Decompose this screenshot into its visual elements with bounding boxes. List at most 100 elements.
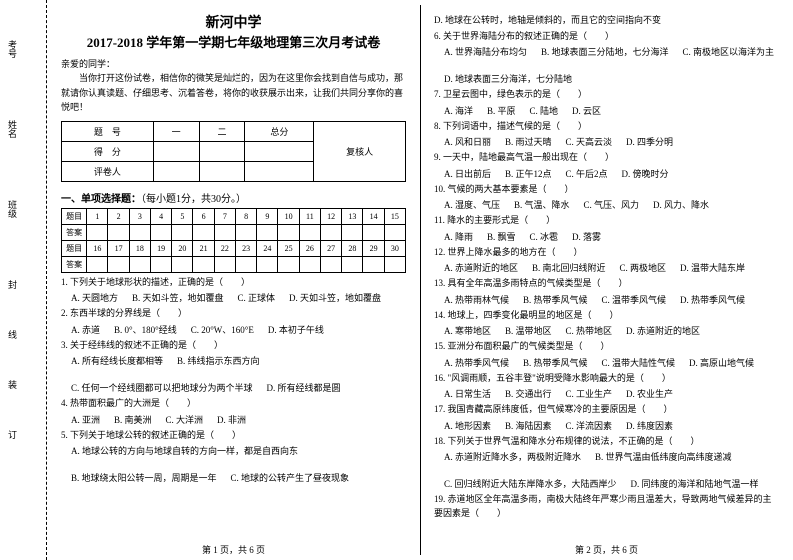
binding-label: 订 [6,430,19,439]
question: 13. 具有全年高温多雨特点的气候类型是（ ） [434,277,779,291]
option: D. 赤道附近的地区 [626,324,700,337]
ans-row: 答案 [62,224,406,240]
option: C. 洋流因素 [566,419,613,432]
intro-text: 亲爱的同学： 当你打开这份试卷，相信你的微笑是灿烂的，因为在这里你会找到自信与成… [61,57,406,115]
option: A. 湿度、气压 [444,198,500,211]
option: D. 农业生产 [626,387,673,400]
option: C. 正球体 [238,291,276,304]
school-name: 新河中学 [61,12,406,32]
question-options: A. 日出前后B. 正午12点C. 午后2点D. 傍晚时分 [444,167,779,180]
page-2: D. 地球在公转时，地轴是倾斜的，而且它的空间指向不变6. 关于世界海陆分布的叙… [420,0,793,560]
option: A. 赤道附近的地区 [444,261,518,274]
option: C. 两极地区 [620,261,667,274]
question: 15. 亚洲分布面积最广的气候类型是（ ） [434,340,779,354]
question: 19. 赤道地区全年高温多雨，南极大陆终年严寒少雨且温差大，导致两地气候差异的主… [434,493,779,520]
question-options: A. 寒带地区B. 温带地区C. 热带地区D. 赤道附近的地区 [444,324,779,337]
question: 4. 热带面积最广的大洲是（ ） [61,397,406,411]
option: B. 飘雪 [487,230,516,243]
row-label: 评卷人 [62,161,154,181]
option: D. 纬度因素 [626,419,673,432]
option: C. 冰雹 [530,230,559,243]
option: A. 热带雨林气候 [444,293,509,306]
option: A. 赤道附近降水多，两极附近降水 [444,450,581,463]
option: C. 任何一个经线圈都可以把地球分为两个半球 [71,381,253,394]
option: A. 世界海陆分布均匀 [444,45,527,58]
option: D. 四季分明 [626,135,673,148]
option: A. 天圆地方 [71,291,118,304]
option: B. 热带季风气候 [523,293,588,306]
option: B. 平原 [487,104,516,117]
binding-label: 班级 [6,200,19,218]
binding-label: 装 [6,380,19,389]
question: 3. 关于经纬线的叙述不正确的是（ ） [61,339,406,353]
col-header: 复核人 [314,121,406,181]
question: 7. 卫星云图中，绿色表示的是（ ） [434,88,779,102]
question: 9. 一天中，陆地最高气温一般出现在（ ） [434,151,779,165]
row-label: 答案 [62,256,87,272]
question: 1. 下列关于地球形状的描述，正确的是（ ） [61,276,406,290]
option: C. 温带季风气候 [602,293,667,306]
row-label: 题目 [62,208,87,224]
option: A. 风和日丽 [444,135,491,148]
question-options: A. 海洋B. 平原C. 陆地D. 云区 [444,104,779,117]
option: C. 气压、风力 [584,198,640,211]
option: C. 大洋洲 [166,413,204,426]
binding-column: 考号 姓名 班级 封 线 装 订 [0,0,47,560]
option: C. 温带大陆性气候 [602,356,676,369]
option: D. 高原山地气候 [689,356,754,369]
option: B. 气温、降水 [514,198,570,211]
option: B. 0°、180°经线 [114,323,177,336]
option: A. 日出前后 [444,167,491,180]
question-options: A. 天圆地方B. 天如斗笠，地如覆盘C. 正球体D. 天如斗笠，地如覆盘 [71,291,406,304]
question: 14. 地球上，四季变化最明显的地区是（ ） [434,309,779,323]
questions-right: D. 地球在公转时，地轴是倾斜的，而且它的空间指向不变6. 关于世界海陆分布的叙… [434,14,779,520]
option: C. 南极地区以海洋为主 [683,45,775,58]
question: 18. 下列关于世界气温和降水分布规律的说法，不正确的是（ ） [434,435,779,449]
option: B. 南美洲 [114,413,152,426]
question: 5. 下列关于地球公转的叙述正确的是（ ） [61,429,406,443]
num-row: 题目 123456789101112131415 [62,208,406,224]
option: D. 所有经线都是圆 [267,381,341,394]
page-1: 新河中学 2017-2018 学年第一学期七年级地理第三次月考试卷 亲爱的同学：… [47,0,420,560]
option: D. 云区 [572,104,601,117]
option: D. 地球表面三分海洋，七分陆地 [444,72,572,85]
questions-left: 1. 下列关于地球形状的描述，正确的是（ ）A. 天圆地方 B. 天如斗笠，地如覆… [61,276,406,485]
footer-right: 第 2 页，共 6 页 [420,543,793,556]
score-header-row: 题 号 一 二 总分 复核人 [62,121,406,141]
option: D. 热带季风气候 [680,293,745,306]
question: 6. 关于世界海陆分布的叙述正确的是（ ） [434,30,779,44]
option: B. 世界气温由低纬度向高纬度递减 [595,450,732,463]
question: 11. 降水的主要形式是（ ） [434,214,779,228]
binding-label: 考号 [6,40,19,58]
question-options: A. 日常生活B. 交通出行C. 工业生产D. 农业生产 [444,387,779,400]
option: C. 天高云淡 [566,135,613,148]
option: C. 午后2点 [566,167,608,180]
option: D. 风力、降水 [653,198,709,211]
binding-label: 姓名 [6,120,19,138]
question-options: A. 所有经线长度都相等B. 纬线指示东西方向C. 任何一个经线圈都可以把地球分… [71,354,406,394]
option: A. 地形因素 [444,419,491,432]
question-options: A. 热带雨林气候 B. 热带季风气候 C. 温带季风气候 D. 热带季风气候 [444,293,779,306]
option: D. 傍晚时分 [622,167,669,180]
score-table: 题 号 一 二 总分 复核人 得 分 评卷人 [61,121,406,182]
option: A. 地球公转的方向与地球自转的方向一样，都是自西向东 [71,444,298,457]
option: C. 20°W、160°E [191,323,254,336]
option: D. 温带大陆东岸 [680,261,745,274]
option: B. 南北回归线附近 [532,261,606,274]
option: D. 非洲 [217,413,246,426]
question-options: A. 地球公转的方向与地球自转的方向一样，都是自西向东 B. 地球绕太阳公转一周，… [71,444,406,484]
question: 12. 世界上降水最多的地方在（ ） [434,246,779,260]
option: B. 雨过天晴 [505,135,552,148]
greeting: 亲爱的同学： [61,57,406,71]
question-options: A. 降雨B. 飘雪C. 冰雹D. 落雾 [444,230,779,243]
binding-label: 线 [6,330,19,339]
intro-body: 当你打开这份试卷，相信你的微笑是灿烂的，因为在这里你会找到自信与成功，那就请你认… [61,71,406,114]
option: D. 落雾 [572,230,601,243]
question-options: A. 赤道附近的地区 B. 南北回归线附近 C. 两极地区 D. 温带大陆东岸 [444,261,779,274]
option: B. 天如斗笠，地如覆盘 [132,291,224,304]
question: 8. 下列词语中，描述气候的是（ ） [434,120,779,134]
col-header: 一 [153,121,199,141]
question-options: A. 湿度、气压 B. 气温、降水 C. 气压、风力 D. 风力、降水 [444,198,779,211]
question: 2. 东西半球的分界线是（ ） [61,307,406,321]
option: B. 地球绕太阳公转一周，周期是一年 [71,471,217,484]
